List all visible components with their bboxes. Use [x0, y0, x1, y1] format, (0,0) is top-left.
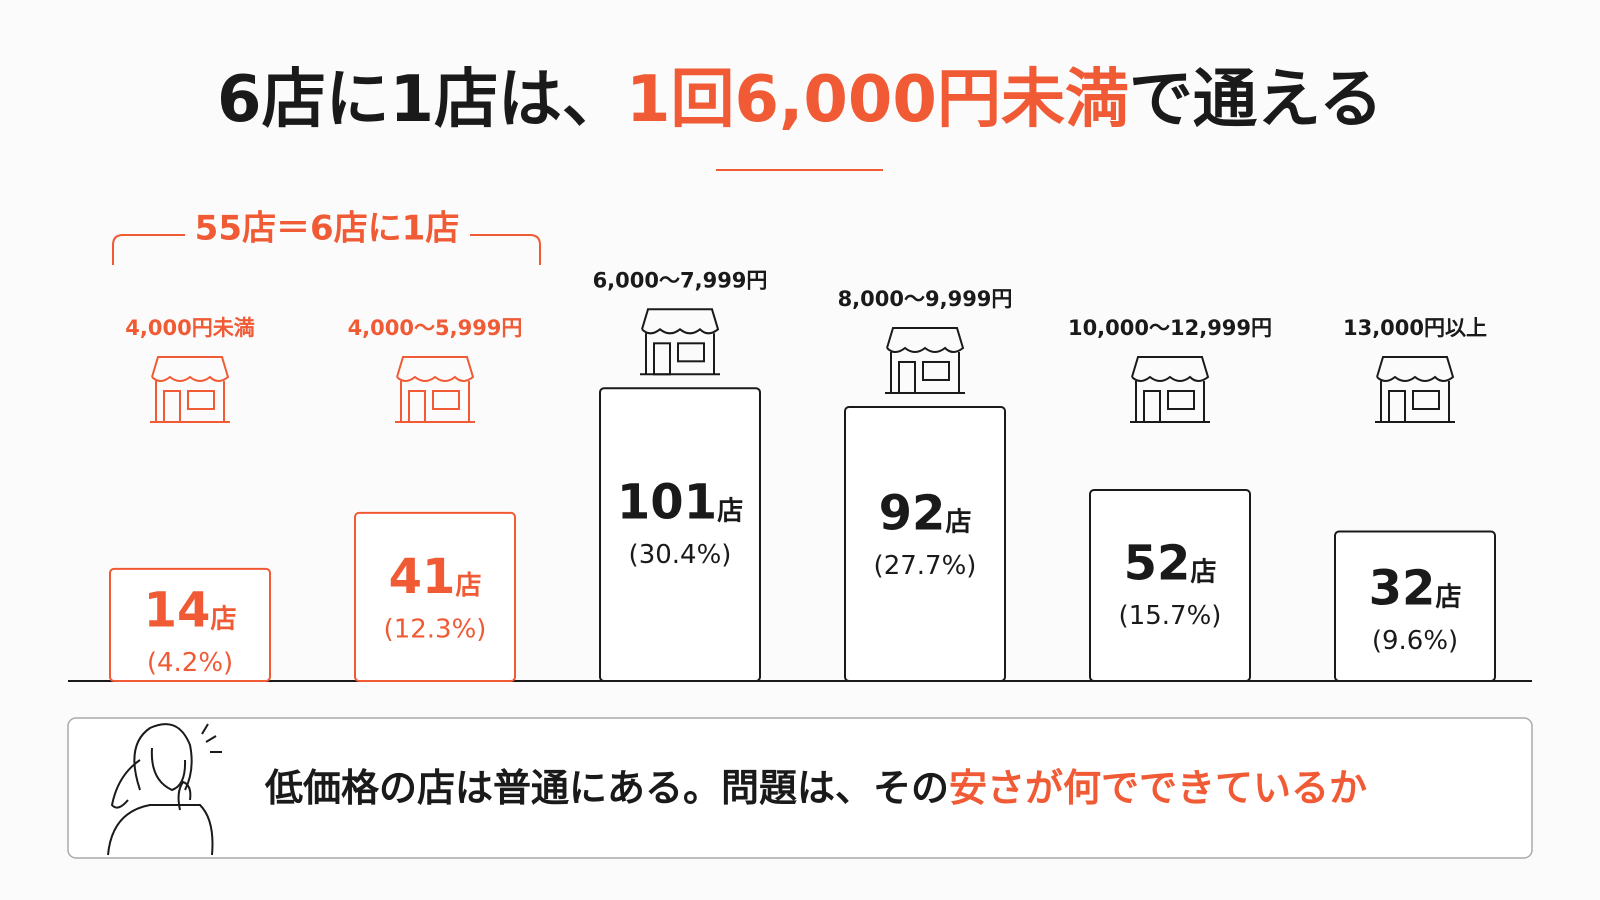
bar — [1089, 489, 1251, 682]
caption: 低価格の店は普通にある。問題は、その安さが何でできているか — [264, 766, 1367, 810]
category-label: 13,000円以上 — [1343, 316, 1487, 340]
category-label: 4,000円未満 — [125, 316, 254, 340]
store-door — [1388, 390, 1406, 423]
title: 6店に1店は、1回6,000円未満で通える — [217, 63, 1383, 137]
value-label: 101店 — [617, 474, 743, 530]
text-part: 1回6,000円未満 — [626, 63, 1129, 137]
store-window — [922, 360, 950, 381]
bar — [844, 405, 1006, 682]
store-window — [1167, 390, 1195, 410]
percent-label: (9.6%) — [1372, 626, 1458, 656]
category-label: 6,000〜7,999円 — [593, 268, 768, 292]
percent-label: (27.7%) — [874, 551, 977, 581]
store-window — [187, 390, 215, 410]
value-label: 14店 — [144, 583, 237, 639]
store-icon — [640, 308, 720, 376]
bar — [354, 511, 516, 682]
store-awning — [886, 326, 965, 353]
store-door — [408, 390, 426, 423]
store-window — [1412, 390, 1440, 410]
bar — [109, 567, 271, 682]
bracket-label: 55店＝6店に1店 — [195, 209, 460, 249]
value-label: 41店 — [389, 549, 482, 605]
bar — [599, 387, 761, 682]
store-door — [653, 342, 671, 376]
bracket — [112, 234, 541, 265]
store-awning — [151, 356, 230, 382]
store-door — [898, 360, 916, 394]
value-label: 52店 — [1124, 535, 1217, 591]
percent-label: (15.7%) — [1119, 601, 1222, 631]
category-label: 10,000〜12,999円 — [1068, 316, 1272, 340]
category-label: 8,000〜9,999円 — [838, 287, 1013, 311]
store-window — [432, 390, 460, 410]
text-part: 6店に1店は、 — [217, 63, 626, 137]
text-part: 安さが何でできているか — [949, 766, 1367, 810]
store-icon — [885, 326, 965, 394]
store-awning — [1131, 356, 1210, 382]
store-window — [677, 342, 705, 363]
store-door — [163, 390, 181, 423]
store-awning — [396, 356, 475, 382]
value-label: 92店 — [879, 486, 972, 542]
text-part: で通える — [1129, 63, 1383, 137]
store-awning — [641, 308, 720, 335]
bar — [1334, 530, 1496, 682]
category-label: 4,000〜5,999円 — [348, 316, 523, 340]
value-label: 32店 — [1369, 560, 1462, 616]
store-icon — [1130, 356, 1210, 423]
store-icon — [150, 356, 230, 423]
percent-label: (4.2%) — [147, 648, 233, 678]
percent-label: (30.4%) — [629, 540, 732, 570]
text-part: 低価格の店は普通にある。問題は、その — [264, 766, 949, 810]
store-door — [1143, 390, 1161, 423]
person-illustration — [107, 723, 222, 856]
percent-label: (12.3%) — [384, 615, 487, 645]
store-awning — [1376, 356, 1455, 382]
caption-box — [67, 717, 1533, 859]
store-icon — [1375, 356, 1455, 423]
store-icon — [395, 356, 475, 423]
